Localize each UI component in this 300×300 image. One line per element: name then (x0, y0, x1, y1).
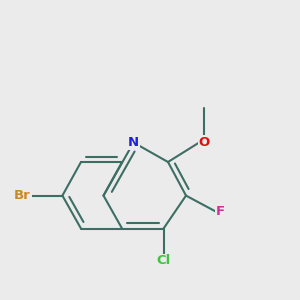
Text: Br: Br (14, 189, 31, 202)
Text: Cl: Cl (156, 254, 171, 268)
Text: N: N (128, 136, 139, 149)
Text: O: O (198, 136, 210, 149)
Text: F: F (216, 205, 225, 218)
